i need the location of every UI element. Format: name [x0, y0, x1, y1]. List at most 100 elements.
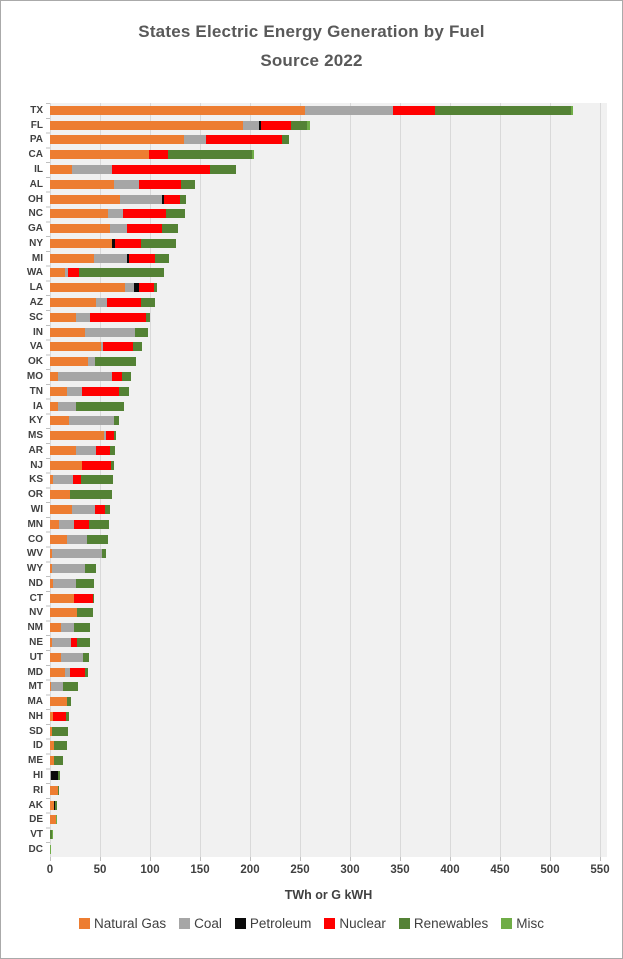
- bar-segment-renewables: [435, 105, 571, 115]
- stacked-bar: [50, 357, 136, 367]
- bar-segment-natural-gas: [50, 342, 101, 352]
- bar-segment-renewables: [162, 224, 178, 234]
- stacked-bar: [50, 283, 157, 293]
- bar-row-wi: WI: [31, 502, 607, 517]
- bar-segment-natural-gas: [50, 165, 72, 175]
- bar-segment-nuclear: [82, 386, 119, 396]
- legend-swatch-petroleum: [234, 918, 246, 929]
- bar-row-nc: NC: [29, 206, 607, 221]
- bar-row-fl: FL: [31, 118, 607, 133]
- title-line-1: States Electric Energy Generation by Fue…: [138, 22, 485, 41]
- stacked-bar: [50, 652, 89, 662]
- bar-row-la: LA: [30, 280, 607, 295]
- stacked-bar: [50, 445, 115, 455]
- bar-segment-renewables: [83, 652, 89, 662]
- bar-segment-natural-gas: [50, 623, 61, 633]
- stacked-bar: [50, 771, 60, 781]
- bar-segment-natural-gas: [50, 298, 96, 308]
- y-axis-label-ar: AR: [28, 444, 43, 456]
- stacked-bar: [50, 401, 124, 411]
- y-axis-label-mi: MI: [31, 252, 43, 264]
- bar-segment-renewables: [81, 475, 113, 485]
- stacked-bar: [50, 830, 53, 840]
- bar-segment-coal: [51, 682, 63, 692]
- x-tick-label-50: 50: [93, 864, 107, 876]
- y-axis-label-ny: NY: [29, 237, 43, 249]
- stacked-bar: [50, 593, 94, 603]
- y-axis-label-va: VA: [29, 341, 43, 353]
- bar-segment-natural-gas: [50, 431, 104, 441]
- bar-segment-renewables: [166, 209, 185, 219]
- bar-segment-nuclear: [115, 238, 141, 248]
- bar-segment-renewables: [155, 253, 169, 263]
- bar-segment-renewables: [67, 697, 71, 707]
- bar-segment-natural-gas: [50, 549, 52, 559]
- bar-segment-nuclear: [129, 253, 155, 263]
- bar-segment-natural-gas: [50, 416, 69, 426]
- stacked-bar: [50, 135, 289, 145]
- bar-segment-coal: [110, 224, 127, 234]
- bar-row-hi: HI: [33, 768, 607, 783]
- bar-row-pa: PA: [30, 133, 607, 148]
- bar-segment-renewables: [54, 756, 63, 766]
- bar-segment-coal: [184, 135, 206, 145]
- stacked-bar: [50, 120, 310, 130]
- bar-row-il: IL: [34, 162, 607, 177]
- y-axis-label-ak: AK: [28, 799, 43, 811]
- y-axis-label-ok: OK: [28, 356, 43, 368]
- bar-segment-coal: [52, 638, 71, 648]
- legend-item-renewables: Renewables: [398, 916, 488, 931]
- stacked-bar: [50, 564, 96, 574]
- bar-row-tn: TN: [30, 384, 607, 399]
- bar-segment-coal: [88, 357, 95, 367]
- bar-segment-petroleum: [54, 800, 55, 810]
- bar-row-wa: WA: [27, 266, 607, 281]
- bar-row-md: MD: [27, 665, 607, 680]
- y-axis-label-wa: WA: [26, 267, 43, 279]
- bar-segment-renewables: [95, 357, 136, 367]
- y-axis-label-al: AL: [29, 178, 43, 190]
- y-axis-label-dc: DC: [28, 843, 43, 855]
- bar-segment-coal: [114, 179, 139, 189]
- bar-segment-petroleum: [112, 238, 115, 248]
- bar-segment-nuclear: [90, 312, 146, 322]
- y-axis-label-wi: WI: [30, 503, 43, 515]
- bar-segment-nuclear: [74, 593, 93, 603]
- y-axis-label-ma: MA: [27, 696, 43, 708]
- legend-label-petroleum: Petroleum: [249, 916, 312, 931]
- bar-segment-natural-gas: [50, 386, 67, 396]
- y-axis-label-nd: ND: [28, 577, 43, 589]
- legend-label-nuclear: Nuclear: [339, 916, 386, 931]
- legend-swatch-coal: [179, 918, 191, 929]
- bar-segment-renewables: [114, 416, 119, 426]
- bar-row-mi: MI: [32, 251, 607, 266]
- stacked-bar: [50, 342, 142, 352]
- bar-segment-coal: [125, 283, 134, 293]
- bar-segment-renewables: [63, 682, 78, 692]
- legend-item-coal: Coal: [179, 916, 222, 931]
- y-axis-label-hi: HI: [33, 770, 43, 782]
- bar-segment-renewables: [70, 490, 112, 500]
- stacked-bar: [50, 475, 113, 485]
- stacked-bar: [50, 623, 90, 633]
- bar-segment-natural-gas: [50, 371, 58, 381]
- bar-segment-nuclear: [70, 667, 85, 677]
- stacked-bar: [50, 165, 236, 175]
- bar-row-vt: VT: [30, 827, 607, 842]
- bar-row-ia: IA: [33, 399, 607, 414]
- stacked-bar: [50, 608, 93, 618]
- bar-segment-nuclear: [206, 135, 282, 145]
- bar-segment-natural-gas: [50, 105, 305, 115]
- y-axis-label-nj: NJ: [30, 459, 43, 471]
- legend-swatch-renewables: [398, 918, 410, 929]
- y-axis-label-nm: NM: [27, 622, 43, 634]
- bar-segment-natural-gas: [50, 697, 67, 707]
- bar-segment-renewables: [102, 549, 106, 559]
- bar-segment-natural-gas: [50, 357, 88, 367]
- bar-segment-natural-gas: [50, 445, 76, 455]
- bar-row-sc: SC: [29, 310, 607, 325]
- bar-segment-nuclear: [82, 460, 111, 470]
- bar-segment-petroleum: [127, 253, 129, 263]
- bar-row-ny: NY: [29, 236, 607, 251]
- bar-segment-coal: [61, 652, 83, 662]
